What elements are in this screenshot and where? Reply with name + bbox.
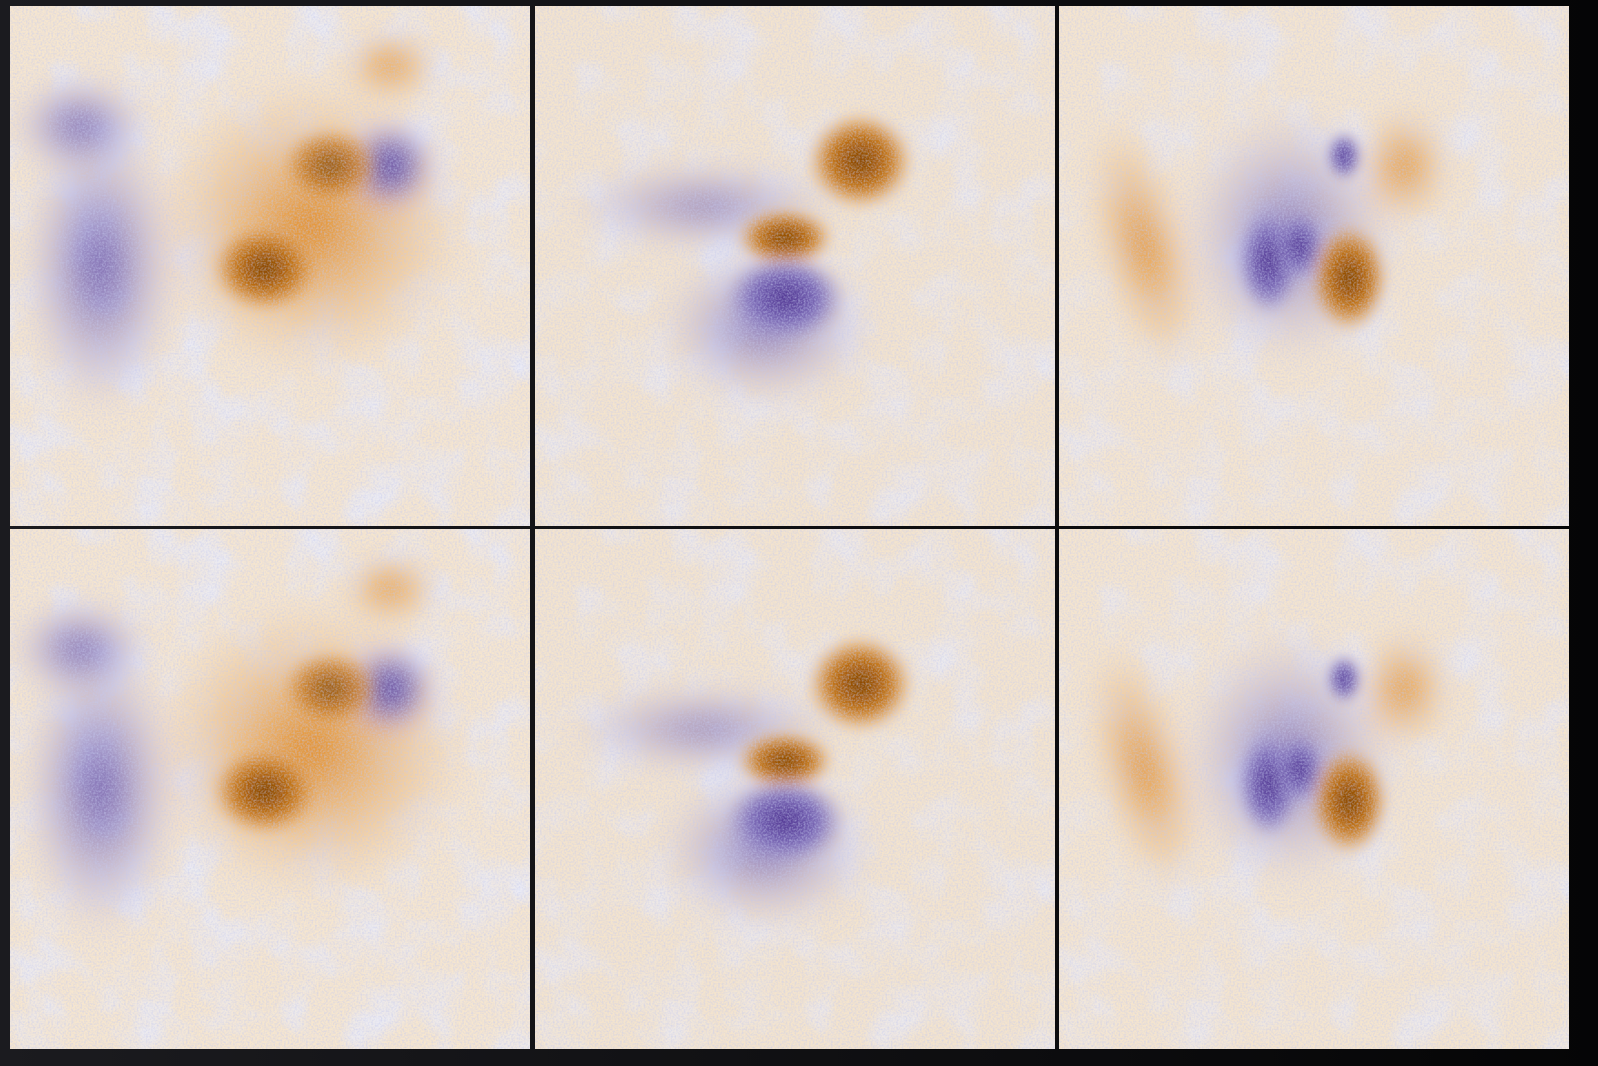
panel bbox=[1059, 529, 1569, 1049]
panel bbox=[1059, 6, 1569, 526]
panel bbox=[535, 6, 1055, 526]
panel bbox=[10, 6, 530, 526]
panel bbox=[535, 529, 1055, 1049]
panel bbox=[10, 529, 530, 1049]
image-mosaic bbox=[0, 0, 1598, 1066]
